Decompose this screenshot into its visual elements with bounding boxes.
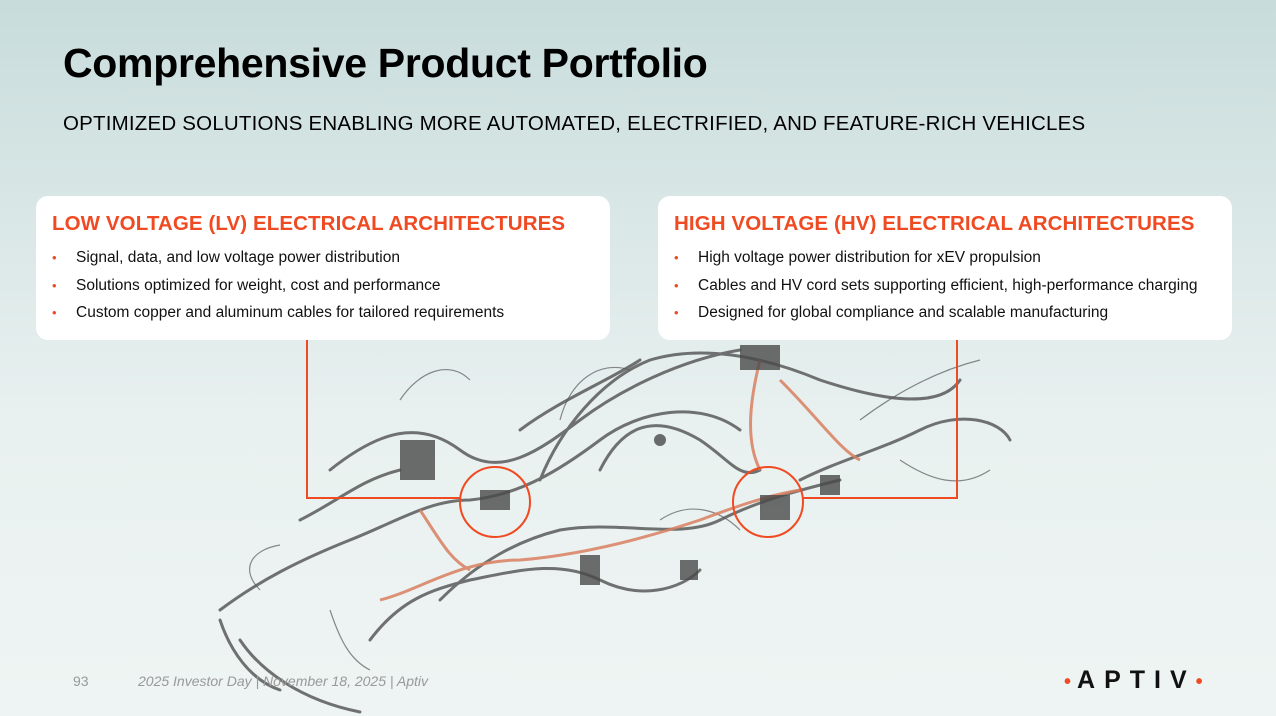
bullet-item: • Cables and HV cord sets supporting effi…	[674, 272, 1232, 300]
bullet-item: • Signal, data, and low voltage power dis…	[52, 244, 610, 272]
bullet-icon: •	[674, 250, 679, 265]
bullet-item: • High voltage power distribution for xEV…	[674, 244, 1232, 272]
bullet-text: Cables and HV cord sets supporting effic…	[698, 276, 1198, 294]
bullet-text: Custom copper and aluminum cables for ta…	[76, 304, 505, 321]
card-title: LOW VOLTAGE (LV) ELECTRICAL ARCHITECTURE…	[52, 212, 566, 235]
page-title: Comprehensive Product Portfolio	[63, 40, 708, 86]
lv-callout-circle	[459, 466, 531, 538]
bullet-icon: •	[52, 277, 57, 293]
hv-callout-circle	[732, 466, 804, 538]
logo-text: APTIV	[1077, 666, 1196, 694]
hv-architecture-card: HIGH VOLTAGE (HV) ELECTRICAL ARCHITECTUR…	[658, 196, 1232, 340]
page-subtitle: OPTIMIZED SOLUTIONS ENABLING MORE AUTOMA…	[63, 112, 1086, 135]
aptiv-logo: •APTIV•	[1064, 666, 1209, 694]
footer-text: 2025 Investor Day | November 18, 2025 | …	[138, 673, 429, 689]
bullet-item: • Solutions optimized for weight, cost an…	[52, 272, 610, 300]
bullet-item: • Designed for global compliance and scal…	[674, 299, 1232, 327]
bullet-icon: •	[674, 305, 679, 320]
bullet-text: Solutions optimized for weight, cost and…	[76, 276, 441, 294]
card-title: HIGH VOLTAGE (HV) ELECTRICAL ARCHITECTUR…	[674, 212, 1195, 235]
bullet-item: • Custom copper and aluminum cables for t…	[52, 299, 610, 327]
lv-architecture-card: LOW VOLTAGE (LV) ELECTRICAL ARCHITECTURE…	[36, 196, 610, 340]
bullet-text: High voltage power distribution for xEV …	[698, 249, 1041, 266]
bullet-text: Designed for global compliance and scala…	[698, 304, 1109, 321]
bullet-icon: •	[674, 277, 679, 293]
callout-lines	[306, 340, 958, 538]
page-number: 93	[73, 673, 89, 689]
bullet-icon: •	[52, 305, 57, 320]
bullet-icon: •	[52, 250, 57, 265]
bullet-text: Signal, data, and low voltage power dist…	[76, 249, 400, 266]
